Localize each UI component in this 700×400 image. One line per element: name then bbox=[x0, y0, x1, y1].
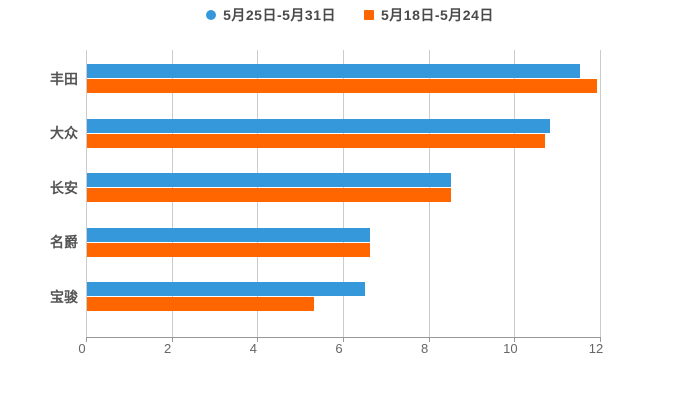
x-axis-tick-label: 12 bbox=[588, 341, 604, 356]
bar bbox=[87, 118, 550, 133]
x-axis-tick-mark bbox=[428, 337, 430, 342]
legend-label: 5月25日-5月31日 bbox=[223, 7, 336, 23]
bar bbox=[87, 64, 580, 78]
bar bbox=[87, 173, 452, 188]
y-axis-category-label: 长安 bbox=[50, 179, 78, 196]
y-axis-category-label: 丰田 bbox=[50, 70, 78, 87]
y-axis-category-label: 宝骏 bbox=[50, 288, 78, 305]
gridline-x-0 bbox=[86, 50, 87, 337]
square-legend-marker-icon bbox=[364, 10, 374, 20]
bar bbox=[87, 227, 370, 242]
x-axis-tick-mark bbox=[600, 337, 601, 342]
y-axis-category-label: 大众 bbox=[50, 125, 78, 142]
x-axis-tick-mark bbox=[343, 337, 344, 342]
x-axis-tick-mark bbox=[514, 337, 516, 342]
gridline-x-12 bbox=[600, 50, 601, 337]
circle-legend-marker-icon bbox=[206, 10, 217, 20]
legend-item-series-1[interactable]: 5月25日-5月31日 bbox=[206, 5, 336, 25]
x-axis-tick-label: 6 bbox=[335, 341, 343, 356]
x-axis-tick-label: 8 bbox=[421, 341, 429, 356]
x-axis-tick-label: 2 bbox=[164, 341, 172, 356]
legend: 5月25日-5月31日 5月18日-5月24日 bbox=[0, 5, 700, 25]
x-axis-tick-mark bbox=[257, 337, 259, 342]
x-axis-tick-mark bbox=[171, 337, 173, 342]
bar bbox=[87, 242, 370, 257]
bar bbox=[87, 282, 366, 297]
x-axis-line bbox=[86, 337, 601, 338]
legend-label: 5月18日-5月24日 bbox=[381, 7, 494, 23]
gridline-x-10 bbox=[514, 50, 516, 337]
x-axis-tick-label: 4 bbox=[249, 341, 257, 356]
bar bbox=[87, 79, 597, 93]
bar bbox=[87, 297, 315, 312]
x-axis-tick-label: 0 bbox=[78, 341, 86, 356]
x-axis-tick-mark bbox=[86, 337, 87, 342]
legend-item-series-2[interactable]: 5月18日-5月24日 bbox=[364, 5, 494, 25]
bar bbox=[87, 133, 546, 148]
x-axis-tick-label: 10 bbox=[503, 341, 518, 356]
y-axis-category-label: 名爵 bbox=[50, 234, 78, 251]
bar bbox=[87, 188, 452, 203]
